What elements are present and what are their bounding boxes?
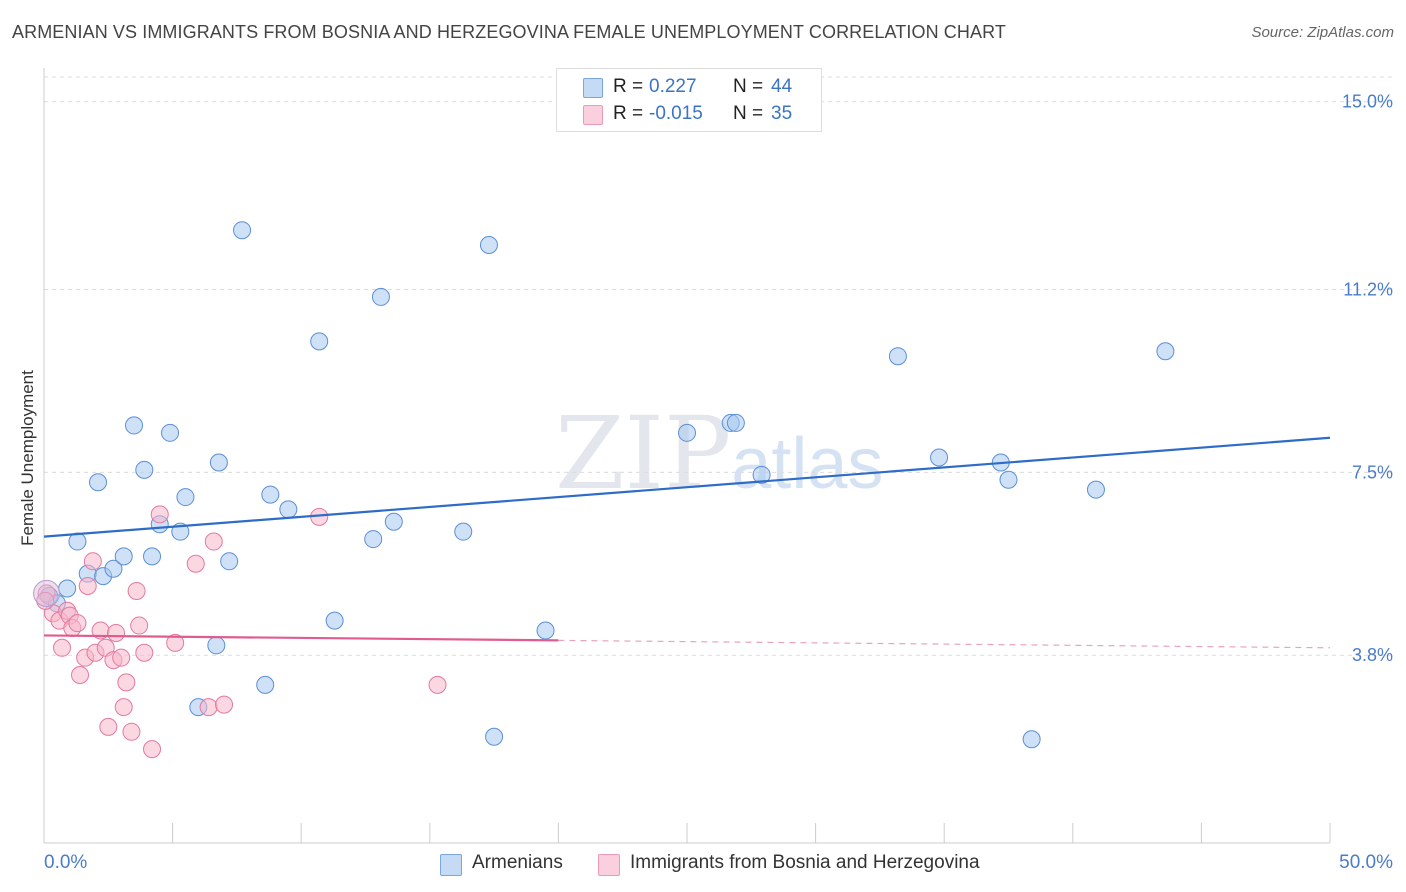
armenians-point — [114, 547, 133, 566]
armenians-point — [930, 448, 949, 467]
armenians-point — [176, 488, 195, 507]
armenians-point — [161, 423, 180, 442]
bosnia-point — [130, 616, 149, 635]
bosnia-point — [428, 675, 447, 694]
armenians-point — [58, 579, 77, 598]
watermark-main: ZIP — [555, 395, 732, 512]
armenians-point — [220, 552, 239, 571]
bosnia-point — [68, 614, 87, 633]
bosnia-swatch — [598, 854, 620, 876]
bosnia-point — [71, 665, 90, 684]
armenians-swatch — [440, 854, 462, 876]
bosnia-point — [186, 554, 205, 573]
bosnia-point — [199, 698, 218, 717]
legend-n-value: 44 — [771, 76, 793, 97]
bosnia-point — [127, 581, 146, 600]
source-label: Source: ZipAtlas.com — [1251, 24, 1394, 41]
bosnia-trendline-extension — [558, 639, 1331, 649]
legend-n-value: 35 — [771, 103, 793, 124]
legend-label-bosnia: Immigrants from Bosnia and Herzegovina — [630, 852, 980, 873]
armenians-point — [233, 221, 252, 240]
armenians-point — [125, 416, 144, 435]
bosnia-point — [166, 633, 185, 652]
armenians-point — [68, 532, 87, 551]
y-tick-label: 15.0% — [1342, 92, 1393, 112]
armenians-point — [256, 675, 275, 694]
bosnia-point — [117, 673, 136, 692]
bosnia-trendline — [43, 634, 559, 642]
stats-legend: R = 0.227 N = 44 R = -0.015 N = 35 — [556, 68, 822, 132]
armenians-point — [678, 423, 696, 442]
bosnia-point — [112, 648, 131, 667]
bosnia-point — [107, 623, 126, 642]
legend-r-value: -0.015 — [649, 103, 703, 124]
armenians-point — [371, 287, 390, 306]
armenians-point — [209, 453, 228, 472]
armenians-point — [364, 530, 383, 549]
bosnia-point — [53, 638, 72, 657]
legend-n-label: N = — [733, 76, 764, 97]
x-tick-label: 0.0% — [44, 852, 88, 873]
armenians-point — [384, 512, 403, 531]
legend-row-bosnia: R = -0.015 N = 35 — [557, 101, 821, 127]
armenians-point — [261, 485, 280, 504]
armenians-point — [536, 621, 555, 640]
bosnia-point — [150, 505, 169, 524]
bosnia-swatch — [583, 105, 603, 125]
bosnia-point — [135, 643, 154, 662]
legend-r-label: R = — [613, 76, 644, 97]
armenians-point — [752, 465, 771, 484]
legend-label-armenians: Armenians — [472, 852, 563, 873]
bosnia-point — [143, 740, 162, 759]
armenians-point — [454, 522, 473, 541]
armenians-point — [888, 347, 907, 366]
legend-n-label: N = — [733, 103, 764, 124]
armenians-point — [999, 470, 1018, 489]
bosnia-point — [215, 695, 234, 714]
legend-row-armenians: R = 0.227 N = 44 — [557, 74, 821, 100]
armenians-swatch — [583, 78, 603, 98]
bosnia-point — [99, 717, 118, 736]
bosnia-point — [83, 552, 102, 571]
armenians-point — [1086, 480, 1105, 499]
watermark: ZIPatlas — [555, 395, 883, 512]
armenians-point — [279, 500, 298, 519]
cluster-point — [33, 579, 61, 607]
armenians-point — [479, 236, 498, 255]
armenians-point — [726, 413, 745, 432]
armenians-point — [1156, 342, 1175, 361]
y-tick-label: 11.2% — [1343, 280, 1393, 300]
x-tick-label: 50.0% — [1339, 852, 1393, 873]
armenians-point — [143, 547, 162, 566]
bosnia-point — [78, 577, 97, 596]
legend-r-label: R = — [613, 103, 644, 124]
bosnia-point — [204, 532, 223, 551]
y-tick-label: 3.8% — [1352, 645, 1393, 665]
armenians-point — [485, 727, 504, 746]
legend-r-value: 0.227 — [649, 76, 697, 97]
armenians-trendline — [43, 436, 1331, 538]
armenians-point — [104, 559, 123, 578]
armenians-point — [207, 636, 226, 655]
bosnia-point — [122, 722, 141, 741]
armenians-point — [310, 332, 329, 351]
armenians-point — [325, 611, 344, 630]
armenians-point — [89, 473, 108, 492]
chart-title: ARMENIAN VS IMMIGRANTS FROM BOSNIA AND H… — [12, 22, 1006, 42]
armenians-point — [135, 460, 154, 479]
bosnia-point — [114, 698, 133, 717]
armenians-point — [1022, 730, 1041, 749]
watermark-sub: atlas — [731, 424, 884, 504]
y-tick-label: 7.5% — [1352, 462, 1393, 482]
